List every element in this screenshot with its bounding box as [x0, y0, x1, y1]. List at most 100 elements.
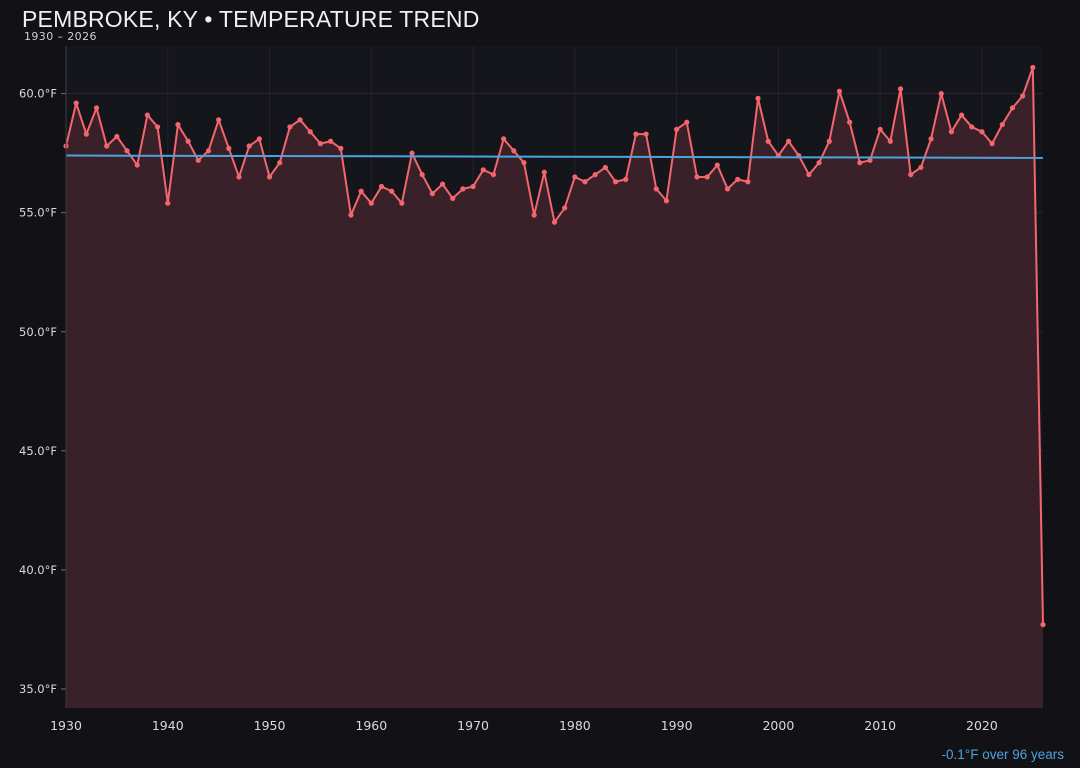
series-data-point [572, 174, 578, 180]
x-axis-tick-label: 1970 [457, 718, 489, 733]
trend-line [65, 154, 1044, 159]
x-axis-tick-label: 2020 [966, 718, 998, 733]
series-data-point [287, 124, 293, 130]
series-data-point [592, 171, 598, 178]
series-data-point [1009, 105, 1016, 111]
series-data-point [1020, 93, 1026, 99]
series-data-point [246, 143, 252, 149]
series-data-point [256, 136, 262, 142]
series-data-point [419, 171, 425, 178]
series-data-point [429, 191, 435, 197]
series-data-point [938, 91, 944, 97]
series-data-point [328, 138, 334, 144]
series-data-point [969, 124, 975, 130]
series-data-point [765, 138, 771, 144]
series-data-point [908, 171, 914, 178]
series-data-point [368, 200, 374, 206]
series-data-point [562, 205, 568, 211]
series-area-fill [66, 67, 1043, 709]
series-data-point [612, 179, 619, 185]
series-data-point [755, 95, 761, 101]
series-data-point [745, 179, 751, 185]
series-data-point [928, 136, 934, 142]
series-data-point [338, 145, 344, 151]
series-data-point [887, 138, 893, 144]
series-data-point [897, 86, 904, 92]
series-data-point [979, 129, 985, 135]
series-data-point [165, 200, 171, 206]
series-data-point [114, 133, 120, 140]
series-data-point [816, 160, 822, 166]
y-axis-tick-label: 60.0°F [19, 87, 57, 101]
series-data-point [205, 148, 212, 154]
series-data-point [948, 129, 955, 135]
series-data-point [470, 183, 476, 190]
series-data-point [389, 188, 395, 194]
series-data-point [73, 100, 79, 106]
y-axis-tick-label: 45.0°F [19, 444, 57, 458]
series-data-point [521, 160, 527, 166]
series-data-point [450, 195, 456, 201]
x-axis-tick-label: 2000 [762, 718, 794, 733]
series-data-point [551, 219, 558, 225]
series-data-point [877, 126, 883, 132]
series-data-point [175, 121, 181, 128]
series-data-point [216, 117, 222, 123]
series-data-point [226, 145, 232, 151]
series-data-point [104, 143, 110, 149]
x-axis-tick-label: 2010 [864, 718, 896, 733]
series-data-point [358, 188, 364, 194]
y-axis-tick-label: 40.0°F [19, 563, 57, 577]
x-axis-tick-label: 1960 [355, 718, 387, 733]
series-data-point [918, 164, 924, 171]
series-data-point [1040, 622, 1046, 628]
series-data-point [999, 121, 1005, 128]
series-data-point [684, 119, 690, 125]
series-data-point [307, 129, 313, 135]
series-data-point [836, 88, 843, 94]
chart-subtitle: 1930 – 2026 [24, 30, 97, 43]
series-data-point [93, 105, 100, 111]
series-data-point [409, 150, 415, 156]
series-data-point [399, 200, 405, 206]
series-data-point [663, 198, 670, 204]
x-axis-tick-label: 1930 [50, 718, 82, 733]
series-data-point [83, 131, 89, 137]
x-axis-tick-label: 1990 [661, 718, 693, 733]
series-data-point [847, 119, 853, 125]
series-data-point [857, 160, 863, 166]
series-data-point [501, 136, 507, 142]
x-axis-tick-label: 1940 [152, 718, 184, 733]
series-data-point [144, 112, 151, 118]
y-axis-tick-label: 35.0°F [19, 682, 57, 696]
series-data-point [806, 171, 812, 178]
series-data-point [623, 176, 629, 182]
series-data-point [704, 174, 710, 180]
series-data-point [297, 117, 303, 123]
series-data-point [378, 183, 385, 190]
series-data-point [633, 131, 639, 137]
series-data-point [694, 174, 700, 180]
series-data-point [531, 212, 537, 218]
page-title: PEMBROKE, KY • TEMPERATURE TREND [22, 6, 480, 32]
series-data-point [236, 174, 242, 180]
series-data-point [643, 131, 649, 137]
series-data-point [785, 138, 792, 144]
series-data-point [653, 186, 659, 192]
series-data-point [958, 112, 965, 118]
series-data-point [582, 179, 588, 185]
series-data-point [511, 148, 517, 154]
y-axis-tick-label: 55.0°F [19, 206, 57, 220]
series-data-point [124, 148, 130, 154]
series-data-point [674, 126, 680, 132]
series-data-point [602, 164, 608, 171]
series-data-point [735, 176, 741, 182]
series-data-point [348, 212, 354, 218]
series-data-point [826, 138, 832, 144]
series-data-point [439, 181, 446, 187]
series-data-point [277, 160, 283, 166]
series-data-point [480, 167, 486, 173]
